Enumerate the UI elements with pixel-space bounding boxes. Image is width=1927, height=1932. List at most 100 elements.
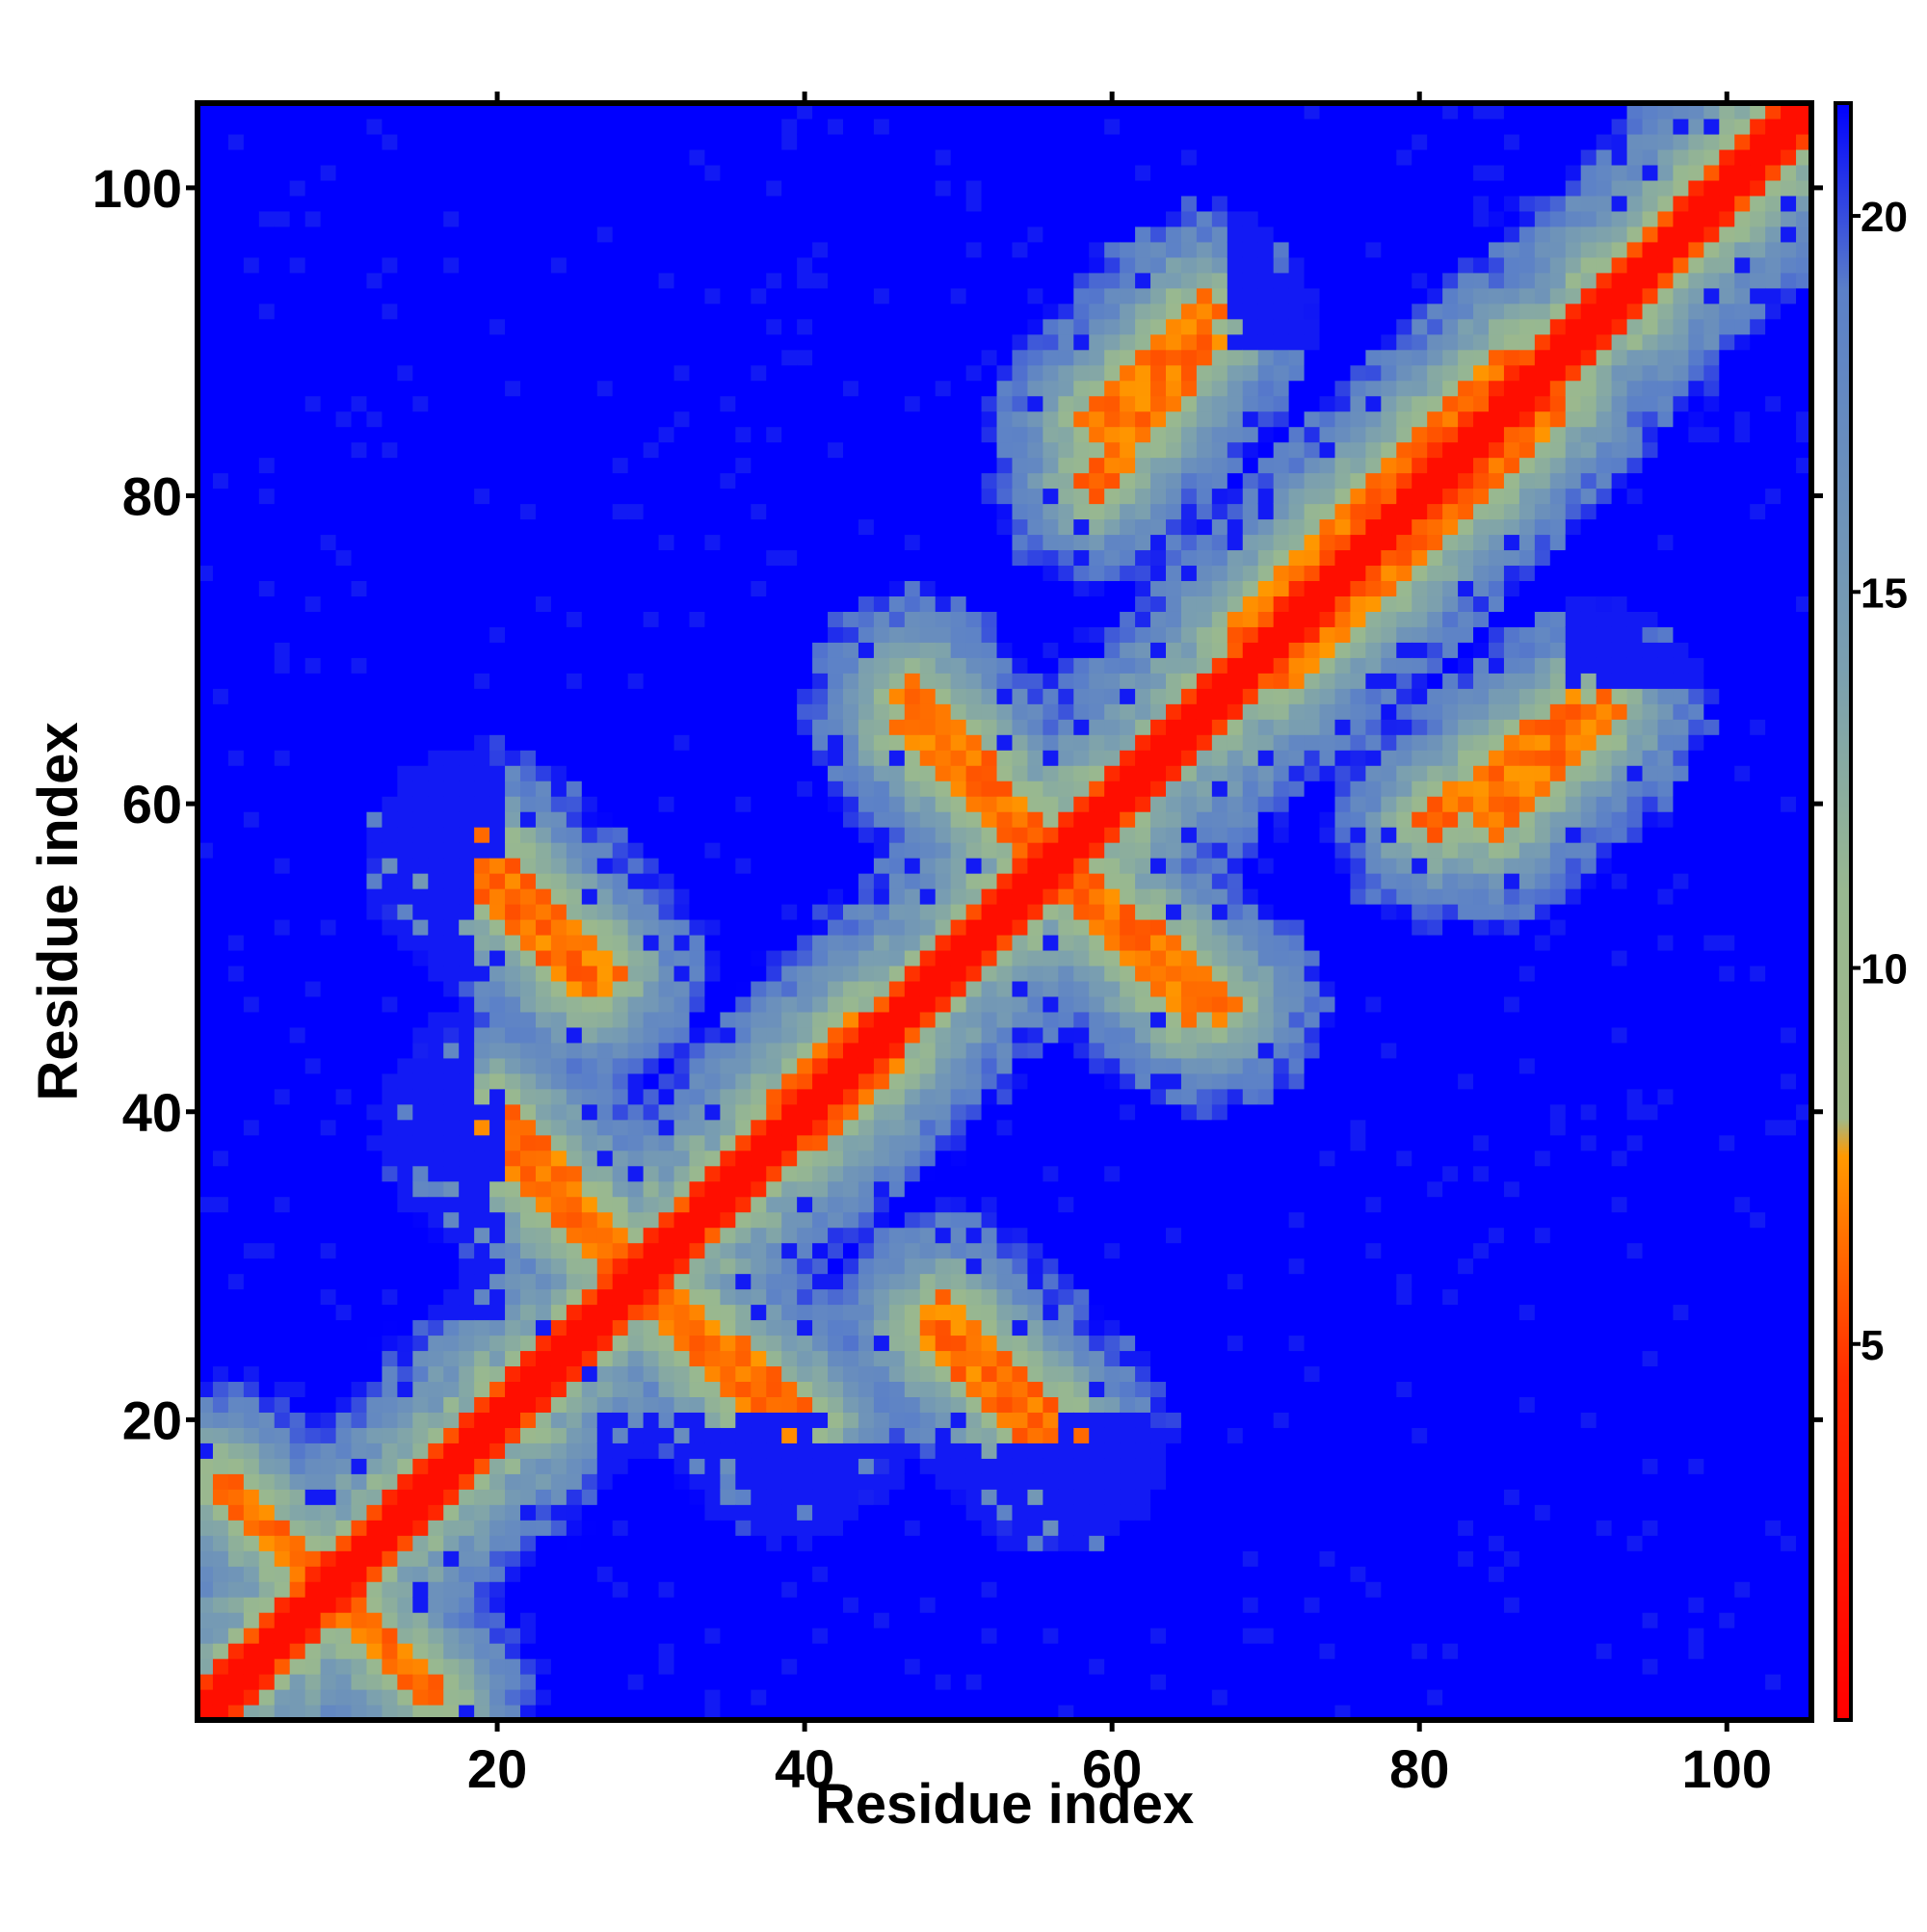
heatmap-cell <box>550 1550 568 1567</box>
heatmap-cell <box>658 1489 675 1505</box>
heatmap-cell <box>243 965 260 982</box>
heatmap-cell <box>720 565 736 582</box>
heatmap-cell <box>904 949 921 966</box>
heatmap-cell <box>735 1365 752 1383</box>
heatmap-cell <box>412 827 429 843</box>
heatmap-cell <box>289 1689 306 1706</box>
heatmap-cell <box>720 1196 736 1213</box>
heatmap-cell <box>596 1365 614 1383</box>
heatmap-cell <box>335 842 353 859</box>
heatmap-cell <box>304 1165 322 1182</box>
heatmap-cell <box>304 1566 322 1582</box>
heatmap-cell <box>888 272 906 289</box>
heatmap-cell <box>550 441 568 459</box>
heatmap-cell <box>550 1365 568 1383</box>
heatmap-cell <box>596 410 614 428</box>
heatmap-cell <box>382 657 398 674</box>
heatmap-cell <box>812 179 829 197</box>
heatmap-cell <box>505 1612 521 1628</box>
heatmap-cell <box>673 1597 691 1613</box>
heatmap-cell <box>212 410 229 428</box>
heatmap-cell <box>550 1242 568 1259</box>
heatmap-cell <box>274 703 291 720</box>
heatmap-cell <box>566 1612 583 1628</box>
heatmap-cell <box>888 1689 906 1706</box>
heatmap-cell <box>304 842 322 859</box>
heatmap-cell <box>904 734 921 751</box>
heatmap-cell <box>382 164 398 181</box>
heatmap-cell <box>766 380 782 397</box>
heatmap-cell <box>735 472 752 490</box>
heatmap-cell <box>720 333 736 351</box>
heatmap-cell <box>198 349 214 366</box>
heatmap-cell <box>735 441 752 459</box>
heatmap-cell <box>581 518 598 536</box>
heatmap-cell <box>627 1072 645 1090</box>
heatmap-cell <box>212 1165 229 1182</box>
heatmap-cell <box>919 781 937 797</box>
heatmap-cell <box>904 1612 921 1628</box>
heatmap-cell <box>812 1689 829 1706</box>
heatmap-cell <box>858 1242 875 1259</box>
heatmap-cell <box>212 441 229 459</box>
heatmap-cell <box>689 1489 706 1505</box>
heatmap-cell <box>612 781 629 797</box>
heatmap-cell <box>304 827 322 843</box>
heatmap-cell <box>828 148 844 166</box>
heatmap-cell <box>320 703 337 720</box>
heatmap-cell <box>304 1042 322 1059</box>
heatmap-cell <box>320 1072 337 1090</box>
heatmap-cell <box>689 1442 706 1459</box>
heatmap-cell <box>550 1026 568 1044</box>
heatmap-cell <box>535 1550 552 1567</box>
heatmap-cell <box>474 934 490 951</box>
heatmap-cell <box>658 1504 675 1521</box>
heatmap-cell <box>781 148 798 166</box>
heatmap-cell <box>212 1442 229 1459</box>
heatmap-cell <box>689 225 706 243</box>
heatmap-cell <box>904 611 921 627</box>
heatmap-cell <box>843 1658 859 1675</box>
heatmap-cell <box>812 1643 829 1659</box>
heatmap-cell <box>489 457 506 474</box>
heatmap-cell <box>596 1535 614 1551</box>
heatmap-cell <box>904 1658 921 1675</box>
heatmap-cell <box>198 642 214 658</box>
heatmap-cell <box>397 842 413 859</box>
heatmap-cell <box>212 750 229 766</box>
heatmap-cell <box>735 611 752 627</box>
heatmap-cell <box>320 1427 337 1443</box>
heatmap-cell <box>812 934 829 951</box>
heatmap-cell <box>919 1026 937 1044</box>
heatmap-cell <box>459 1026 475 1044</box>
heatmap-cell <box>689 1658 706 1675</box>
heatmap-cell <box>535 918 552 936</box>
heatmap-cell <box>612 1705 629 1721</box>
heatmap-cell <box>397 1689 413 1706</box>
heatmap-cell <box>766 1227 782 1244</box>
heatmap-cell <box>873 1088 890 1105</box>
heatmap-cell <box>258 148 276 166</box>
heatmap-cell <box>459 1473 475 1490</box>
heatmap-cell <box>596 1257 614 1275</box>
heatmap-cell <box>550 796 568 812</box>
heatmap-cell <box>888 179 906 197</box>
heatmap-cell <box>919 1520 937 1536</box>
heatmap-cell <box>443 949 460 966</box>
heatmap-cell <box>566 1304 583 1321</box>
heatmap-cell <box>397 426 413 443</box>
heatmap-cell <box>351 1165 368 1182</box>
heatmap-cell <box>474 349 490 366</box>
heatmap-cell <box>781 1535 798 1551</box>
heatmap-cell <box>382 1597 398 1613</box>
heatmap-cell <box>781 1257 798 1275</box>
heatmap-cell <box>304 965 322 982</box>
heatmap-cell <box>720 1504 736 1521</box>
heatmap-cell <box>366 719 383 735</box>
heatmap-cell <box>735 1088 752 1105</box>
heatmap-cell <box>904 580 921 596</box>
heatmap-cell <box>443 1674 460 1690</box>
heatmap-cell <box>843 1612 859 1628</box>
heatmap-cell <box>766 642 782 658</box>
heatmap-cell <box>320 225 337 243</box>
